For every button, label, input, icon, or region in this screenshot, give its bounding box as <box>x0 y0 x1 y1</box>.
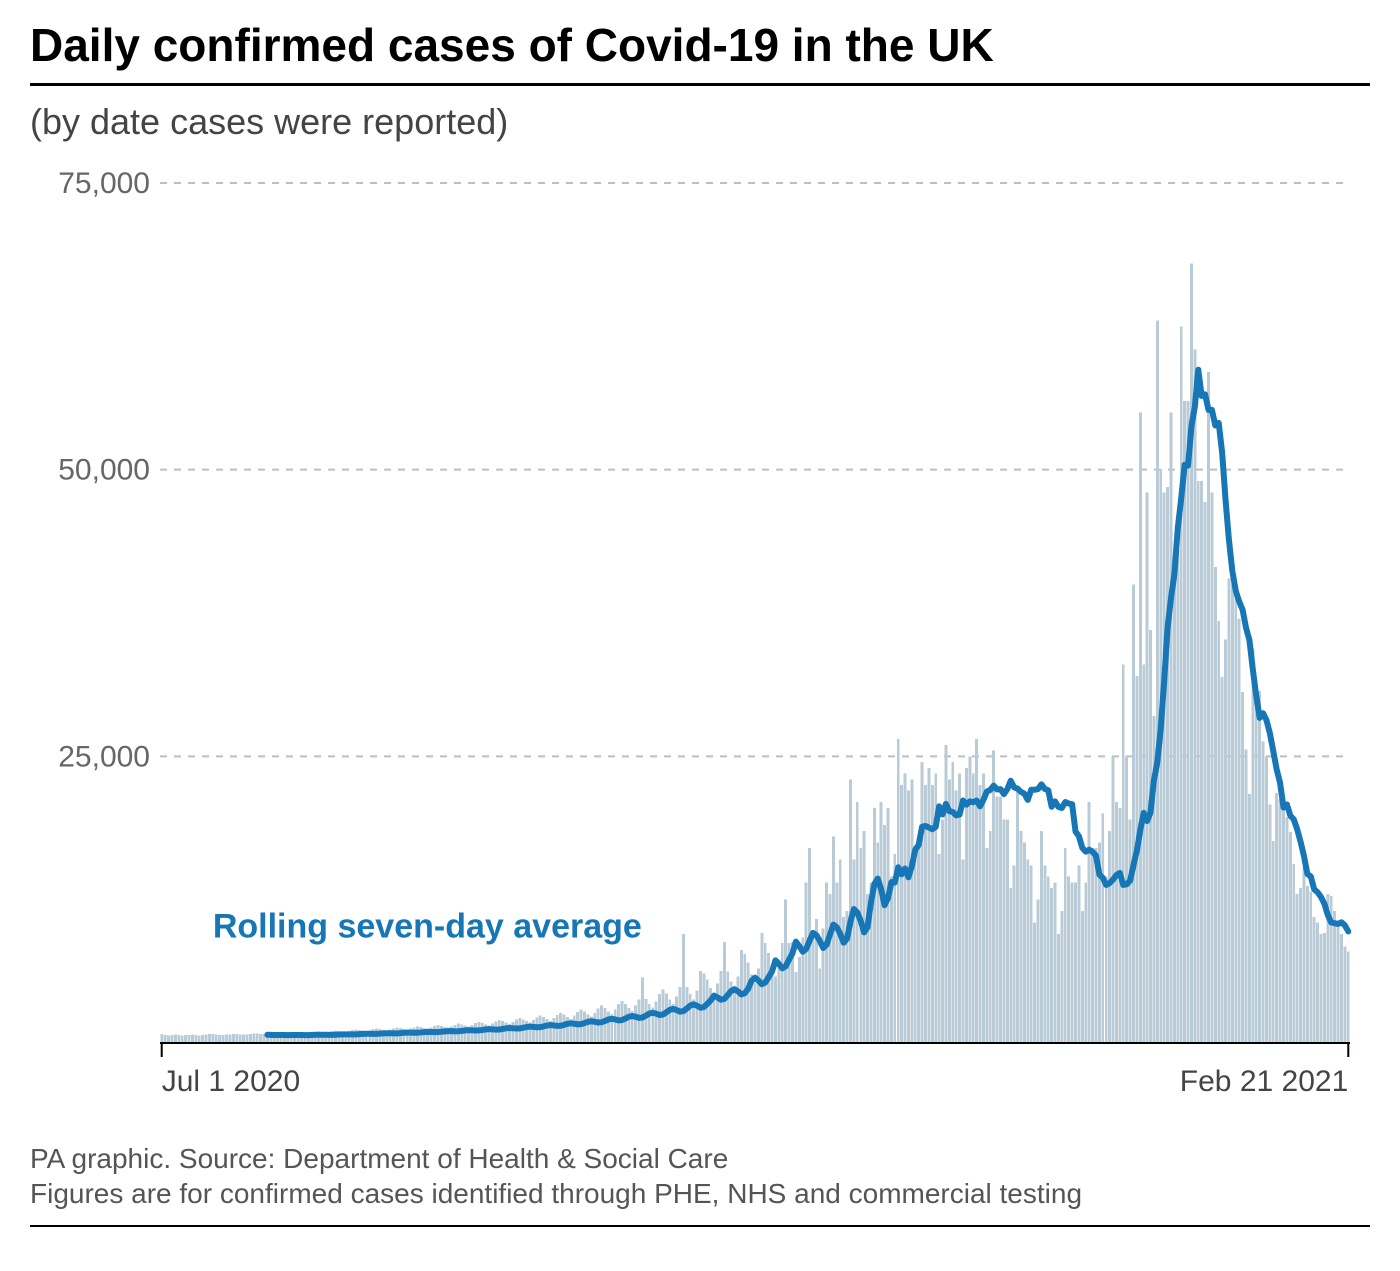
y-tick-label: 50,000 <box>58 453 150 486</box>
chart-plot: 25,000 50,000 75,000 Jul 1 2020 Feb 21 2021 R… <box>30 163 1370 1123</box>
chart-title: Daily confirmed cases of Covid-19 in the… <box>30 20 1370 71</box>
chart-svg: 25,000 50,000 75,000 Jul 1 2020 Feb 21 2021 R… <box>30 163 1370 1123</box>
title-rule <box>30 83 1370 86</box>
footer-rule <box>30 1225 1370 1227</box>
chart-container: Daily confirmed cases of Covid-19 in the… <box>0 0 1400 1271</box>
source-line-1: PA graphic. Source: Department of Health… <box>30 1141 1370 1176</box>
source-line-2: Figures are for confirmed cases identifi… <box>30 1176 1370 1211</box>
x-tick-label-end: Feb 21 2021 <box>1180 1065 1348 1098</box>
y-tick-label: 25,000 <box>58 740 150 773</box>
chart-subtitle: (by date cases were reported) <box>30 100 1370 143</box>
x-tick-label-start: Jul 1 2020 <box>162 1065 300 1098</box>
y-tick-label: 75,000 <box>58 167 150 200</box>
series-label: Rolling seven-day average <box>213 907 642 945</box>
